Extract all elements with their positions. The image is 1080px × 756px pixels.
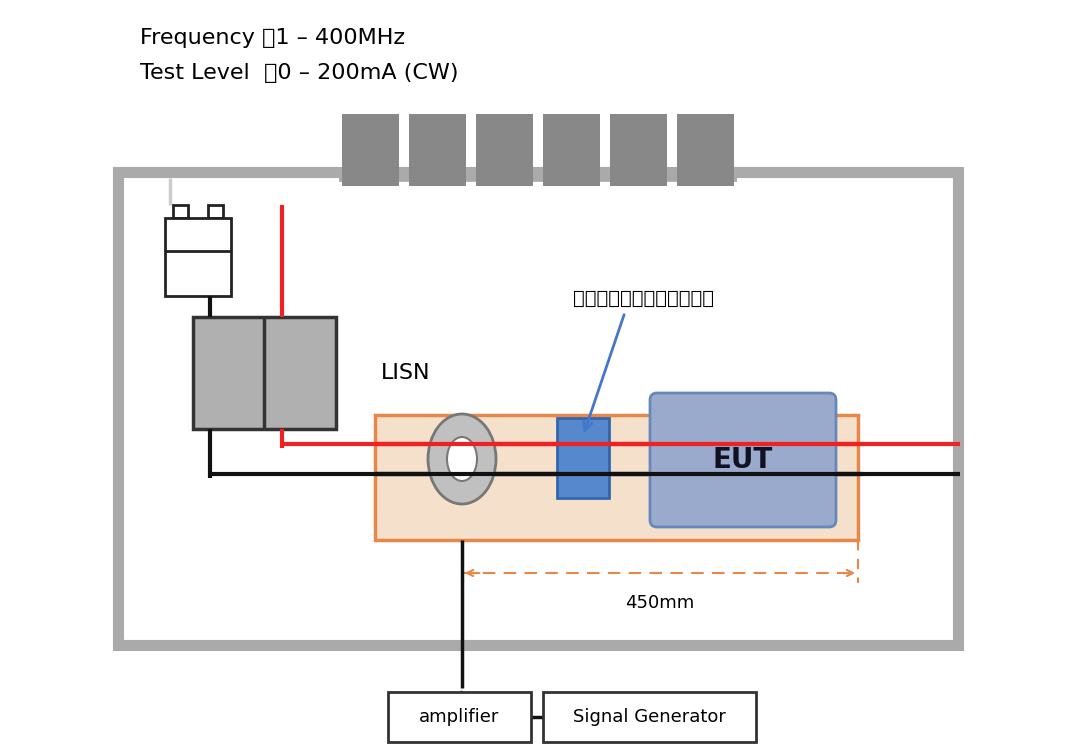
Ellipse shape — [447, 437, 477, 481]
FancyBboxPatch shape — [650, 393, 836, 527]
Bar — [388, 692, 531, 742]
Text: EUT: EUT — [713, 446, 773, 474]
Bar — [557, 418, 609, 498]
Bar — [476, 114, 534, 186]
Text: 450mm: 450mm — [625, 594, 694, 612]
Bar — [342, 114, 399, 186]
Bar — [173, 205, 188, 218]
Bar — [543, 692, 756, 742]
Bar — [677, 114, 734, 186]
Ellipse shape — [428, 414, 496, 504]
Text: 安装了共模拼流线圈的基板: 安装了共模拼流线圈的基板 — [572, 289, 714, 308]
Text: LISN: LISN — [381, 363, 431, 383]
Text: Signal Generator: Signal Generator — [573, 708, 726, 726]
Bar — [193, 317, 336, 429]
Text: amplifier: amplifier — [419, 708, 500, 726]
Text: Test Level  ：0 – 200mA (CW): Test Level ：0 – 200mA (CW) — [140, 63, 459, 83]
Bar — [165, 218, 231, 296]
Bar — [208, 205, 222, 218]
Bar — [543, 114, 600, 186]
Bar — [409, 114, 465, 186]
Bar — [610, 114, 667, 186]
Bar — [375, 415, 858, 540]
Text: Frequency ：1 – 400MHz: Frequency ：1 – 400MHz — [140, 28, 405, 48]
Bar — [118, 172, 958, 645]
